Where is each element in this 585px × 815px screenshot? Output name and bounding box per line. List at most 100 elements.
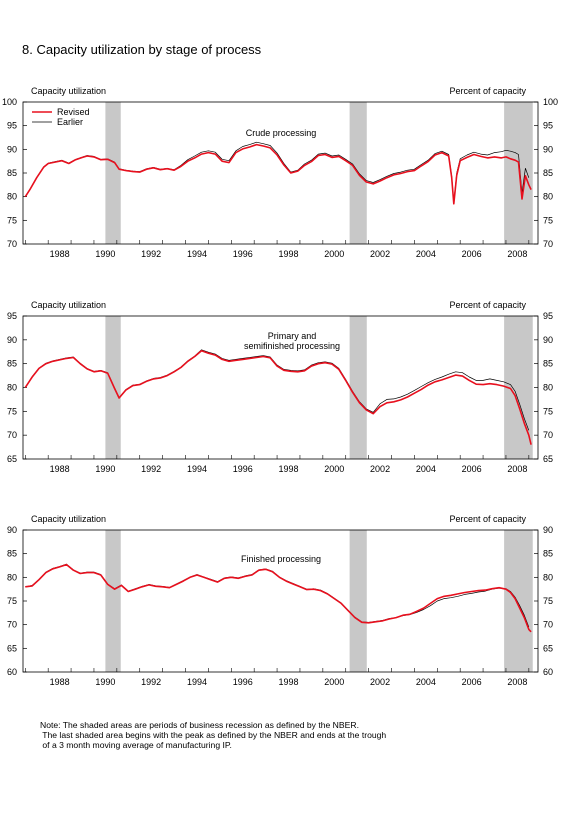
x-tick-label: 2000 xyxy=(324,249,344,259)
y-tick-label-left: 70 xyxy=(7,620,17,630)
x-tick-label: 2002 xyxy=(370,249,390,259)
y-tick-label-right: 70 xyxy=(543,620,553,630)
y-tick-label-right: 80 xyxy=(543,572,553,582)
figure-title: 8. Capacity utilization by stage of proc… xyxy=(22,42,262,57)
series-revised-line xyxy=(24,349,532,445)
x-tick-label: 1992 xyxy=(141,677,161,687)
x-tick-label: 1988 xyxy=(50,464,70,474)
y-tick-label-left: 95 xyxy=(7,121,17,131)
x-tick-label: 1994 xyxy=(187,249,207,259)
y-tick-label-left: 90 xyxy=(7,335,17,345)
x-tick-label: 1994 xyxy=(187,677,207,687)
y-tick-label-left: 100 xyxy=(2,97,17,107)
y-tick-label-left: 85 xyxy=(7,359,17,369)
x-tick-label: 2002 xyxy=(370,464,390,474)
y-tick-label-left: 95 xyxy=(7,311,17,321)
note-line-2: The last shaded area begins with the pea… xyxy=(40,730,387,740)
y-tick-label-right: 70 xyxy=(543,239,553,249)
plot-frame xyxy=(22,101,539,245)
y-tick-label-right: 65 xyxy=(543,454,553,464)
y-tick-label-left: 85 xyxy=(7,168,17,178)
x-tick-label: 1990 xyxy=(95,677,115,687)
y-tick-label-right: 80 xyxy=(543,383,553,393)
y-tick-label-right: 80 xyxy=(543,192,553,202)
y-tick-label-left: 80 xyxy=(7,572,17,582)
y-axis-label-right: Percent of capacity xyxy=(449,514,526,524)
legend-earlier-label: Earlier xyxy=(57,117,83,127)
charts-canvas: 70 70 75 75 80 80 85 85 90 90 95 95 100 100 1988 1990 19… xyxy=(2,86,558,687)
y-tick-label-left: 70 xyxy=(7,239,17,249)
recession-band xyxy=(349,316,367,459)
y-tick-label-right: 85 xyxy=(543,549,553,559)
y-tick-label-right: 65 xyxy=(543,643,553,653)
x-tick-label: 2008 xyxy=(507,249,527,259)
y-tick-label-left: 75 xyxy=(7,406,17,416)
y-tick-label-left: 75 xyxy=(7,596,17,606)
y-tick-label-left: 60 xyxy=(7,667,17,677)
y-tick-label-right: 90 xyxy=(543,335,553,345)
x-tick-label: 2006 xyxy=(462,464,482,474)
y-tick-label-right: 90 xyxy=(543,525,553,535)
recession-band xyxy=(349,530,367,672)
series-revised-line xyxy=(24,143,532,205)
x-tick-label: 1998 xyxy=(278,249,298,259)
recession-band xyxy=(504,530,533,672)
x-tick-label: 2004 xyxy=(416,464,436,474)
x-tick-label: 1992 xyxy=(141,464,161,474)
x-tick-label: 2008 xyxy=(507,677,527,687)
series-earlier-line xyxy=(25,349,530,431)
y-tick-label-left: 70 xyxy=(7,430,17,440)
note-line-3: of a 3 month moving average of manufactu… xyxy=(40,740,232,750)
x-tick-label: 1998 xyxy=(278,677,298,687)
panel-title: Finished processing xyxy=(241,554,321,564)
y-axis-label-left: Capacity utilization xyxy=(31,86,106,96)
x-tick-label: 2006 xyxy=(462,677,482,687)
chart-panel-3: 60 60 65 65 70 70 75 75 80 80 85 85 90 90 1988 1990 1992… xyxy=(7,514,553,687)
chart-panel-2: 65 65 70 70 75 75 80 80 85 85 90 90 95 95 1988 1990 1992… xyxy=(7,300,553,474)
y-tick-label-right: 85 xyxy=(543,359,553,369)
y-tick-label-left: 75 xyxy=(7,215,17,225)
y-tick-label-right: 95 xyxy=(543,311,553,321)
x-tick-label: 1996 xyxy=(233,677,253,687)
x-tick-label: 2004 xyxy=(416,677,436,687)
y-tick-label-right: 70 xyxy=(543,430,553,440)
y-axis-label-left: Capacity utilization xyxy=(31,514,106,524)
x-tick-label: 1998 xyxy=(278,464,298,474)
x-tick-label: 2006 xyxy=(462,249,482,259)
y-tick-label-right: 90 xyxy=(543,144,553,154)
y-tick-label-left: 85 xyxy=(7,549,17,559)
y-tick-label-right: 75 xyxy=(543,596,553,606)
x-tick-label: 1996 xyxy=(233,249,253,259)
y-tick-label-right: 60 xyxy=(543,667,553,677)
note-line-1: Note: The shaded areas are periods of bu… xyxy=(40,720,359,730)
x-tick-label: 1988 xyxy=(50,677,70,687)
x-tick-label: 2004 xyxy=(416,249,436,259)
legend-revised-label: Revised xyxy=(57,107,90,117)
y-tick-label-right: 100 xyxy=(543,97,558,107)
y-tick-label-left: 65 xyxy=(7,643,17,653)
x-tick-label: 2008 xyxy=(507,464,527,474)
recession-band xyxy=(504,102,533,244)
x-tick-label: 2000 xyxy=(324,677,344,687)
y-tick-label-right: 75 xyxy=(543,406,553,416)
x-tick-label: 2000 xyxy=(324,464,344,474)
y-axis-label-left: Capacity utilization xyxy=(31,300,106,310)
y-tick-label-left: 80 xyxy=(7,192,17,202)
x-tick-label: 1996 xyxy=(233,464,253,474)
panel-title: Crude processing xyxy=(246,128,317,138)
x-tick-label: 2002 xyxy=(370,677,390,687)
chart-panel-1: 70 70 75 75 80 80 85 85 90 90 95 95 100 100 1988 1990 19… xyxy=(2,86,558,259)
x-tick-label: 1994 xyxy=(187,464,207,474)
y-tick-label-right: 95 xyxy=(543,121,553,131)
series-revised-line xyxy=(25,563,532,633)
y-tick-label-left: 90 xyxy=(7,525,17,535)
y-tick-label-left: 65 xyxy=(7,454,17,464)
x-tick-label: 1992 xyxy=(141,249,161,259)
recession-band xyxy=(105,102,121,244)
panel-title: Primary and xyxy=(268,331,317,341)
y-tick-label-left: 80 xyxy=(7,383,17,393)
plot-frame xyxy=(22,529,539,673)
recession-note: Note: The shaded areas are periods of bu… xyxy=(40,720,386,750)
panel-title: semifinished processing xyxy=(244,341,340,351)
